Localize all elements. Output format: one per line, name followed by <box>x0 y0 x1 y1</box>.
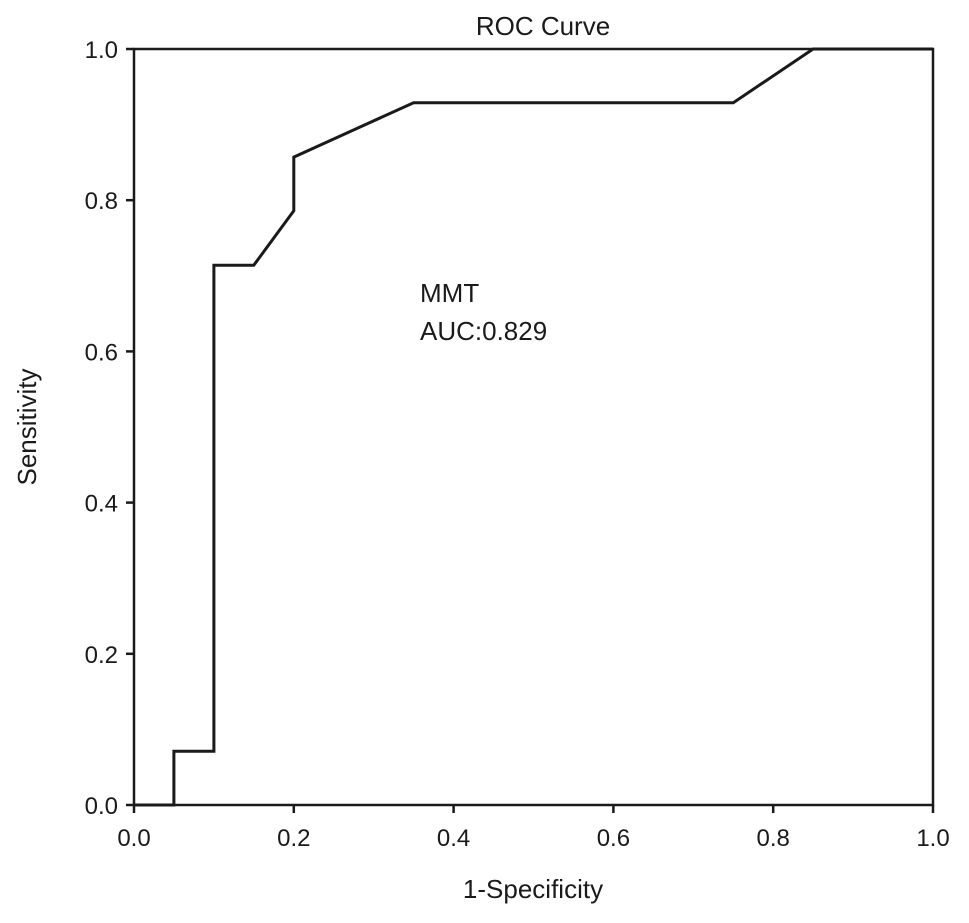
plot-border <box>132 47 935 807</box>
plot-frame <box>132 47 935 807</box>
roc-curve-line <box>134 47 933 807</box>
x-tick-label: 1.0 <box>916 825 949 852</box>
annotation-auc: AUC:0.829 <box>420 316 547 346</box>
chart-title: ROC Curve <box>476 11 610 41</box>
annotation-model-name: MMT <box>420 278 479 308</box>
x-tick-label: 0.8 <box>757 825 790 852</box>
y-tick-label: 0.4 <box>85 491 118 518</box>
y-tick-label: 1.0 <box>85 37 118 64</box>
x-tick-label: 0.0 <box>117 825 150 852</box>
x-axis-ticks: 0.0 0.2 0.4 0.6 0.8 1.0 <box>117 805 950 852</box>
y-axis-title: Sensitivity <box>12 368 42 485</box>
y-tick-label: 0.6 <box>85 339 118 366</box>
x-tick-label: 0.6 <box>597 825 630 852</box>
y-tick-label: 0.0 <box>85 793 118 820</box>
y-axis-ticks: 0.0 0.2 0.4 0.6 0.8 1.0 <box>85 37 134 820</box>
y-tick-label: 0.8 <box>85 188 118 215</box>
y-tick-label: 0.2 <box>85 642 118 669</box>
x-axis-title: 1-Specificity <box>463 874 603 904</box>
x-tick-label: 0.4 <box>437 825 470 852</box>
x-tick-label: 0.2 <box>277 825 310 852</box>
